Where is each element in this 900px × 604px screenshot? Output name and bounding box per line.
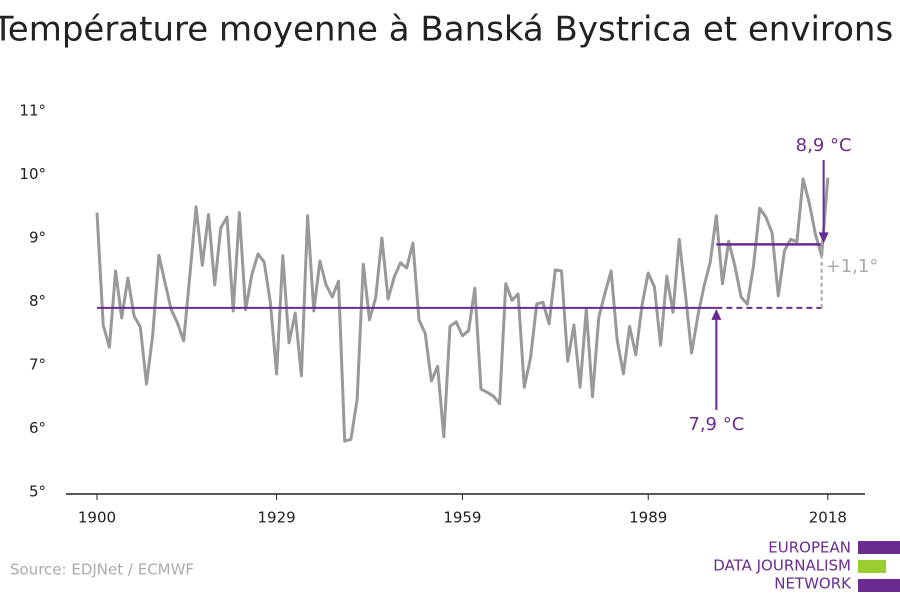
recent-label: 8,9 °C xyxy=(796,135,852,156)
y-tick-label: 8° xyxy=(29,292,46,310)
logo-text: EUROPEAN xyxy=(768,539,851,557)
difference-label: +1,1° xyxy=(826,256,879,277)
line xyxy=(95,177,830,443)
y-tick-label: 5° xyxy=(29,483,46,501)
chart-title: Température moyenne à Banská Bystrica et… xyxy=(0,10,893,50)
x-tick-label: 1989 xyxy=(629,509,667,527)
y-tick-label: 9° xyxy=(29,229,46,247)
arrow-head xyxy=(818,232,829,244)
logo-text: DATA JOURNALISM xyxy=(713,557,851,575)
source: Source: EDJNet / ECMWF xyxy=(10,561,194,579)
y-tick-label: 7° xyxy=(29,356,46,374)
logo-text: NETWORK xyxy=(774,575,852,593)
y-tick-label: 11° xyxy=(19,102,46,120)
y-tick-label: 10° xyxy=(19,165,46,183)
x-tick-label: 1900 xyxy=(78,509,116,527)
logo-bar xyxy=(858,541,900,554)
x-tick-label: 1959 xyxy=(443,509,481,527)
logo-bar xyxy=(858,579,900,592)
logo: EUROPEAN DATA JOURNALISM NETWORK xyxy=(713,539,900,593)
arrow-head xyxy=(711,308,722,320)
baseline-label: 7,9 °C xyxy=(688,414,744,435)
x-tick-label: 1929 xyxy=(257,509,295,527)
x-tick-label: 2018 xyxy=(809,509,847,527)
y-tick-label: 6° xyxy=(29,419,46,437)
logo-bar xyxy=(858,560,886,573)
